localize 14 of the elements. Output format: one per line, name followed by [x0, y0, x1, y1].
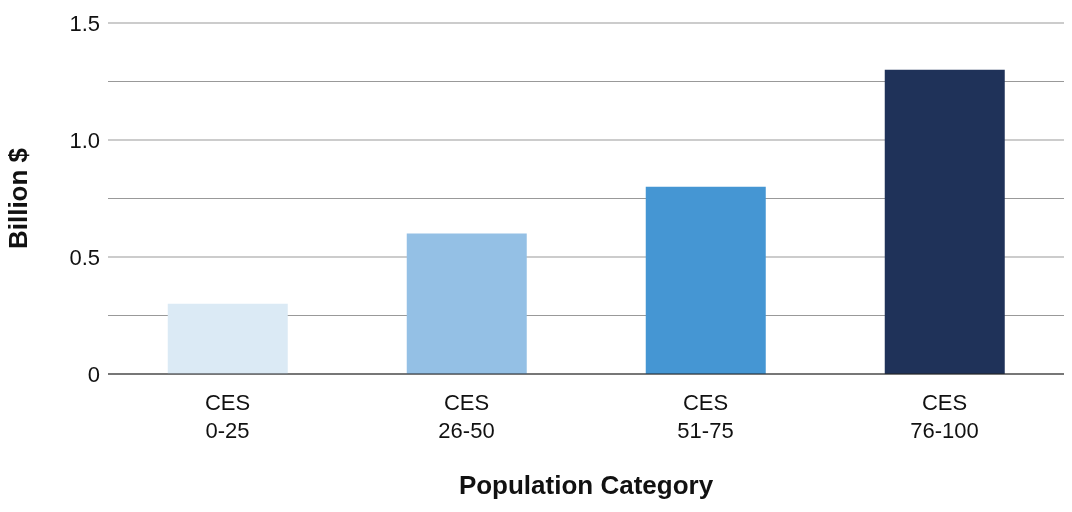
y-tick-label: 0	[87, 361, 100, 387]
bar	[645, 186, 766, 374]
y-tick-label: 0.5	[69, 244, 100, 270]
x-tick-label: CES 76-100	[910, 390, 979, 443]
y-axis-title: Billion $	[3, 147, 34, 250]
y-tick-label: 1.5	[69, 10, 100, 36]
bar	[406, 233, 527, 374]
x-tick-label: CES 0-25	[204, 390, 251, 443]
bar	[884, 69, 1005, 374]
bar	[167, 303, 288, 374]
y-tick-label: 1.0	[69, 127, 100, 153]
x-tick-label: CES 51-75	[677, 390, 734, 443]
x-axis-title: Population Category	[458, 470, 714, 500]
x-tick-label: CES 26-50	[438, 390, 495, 443]
